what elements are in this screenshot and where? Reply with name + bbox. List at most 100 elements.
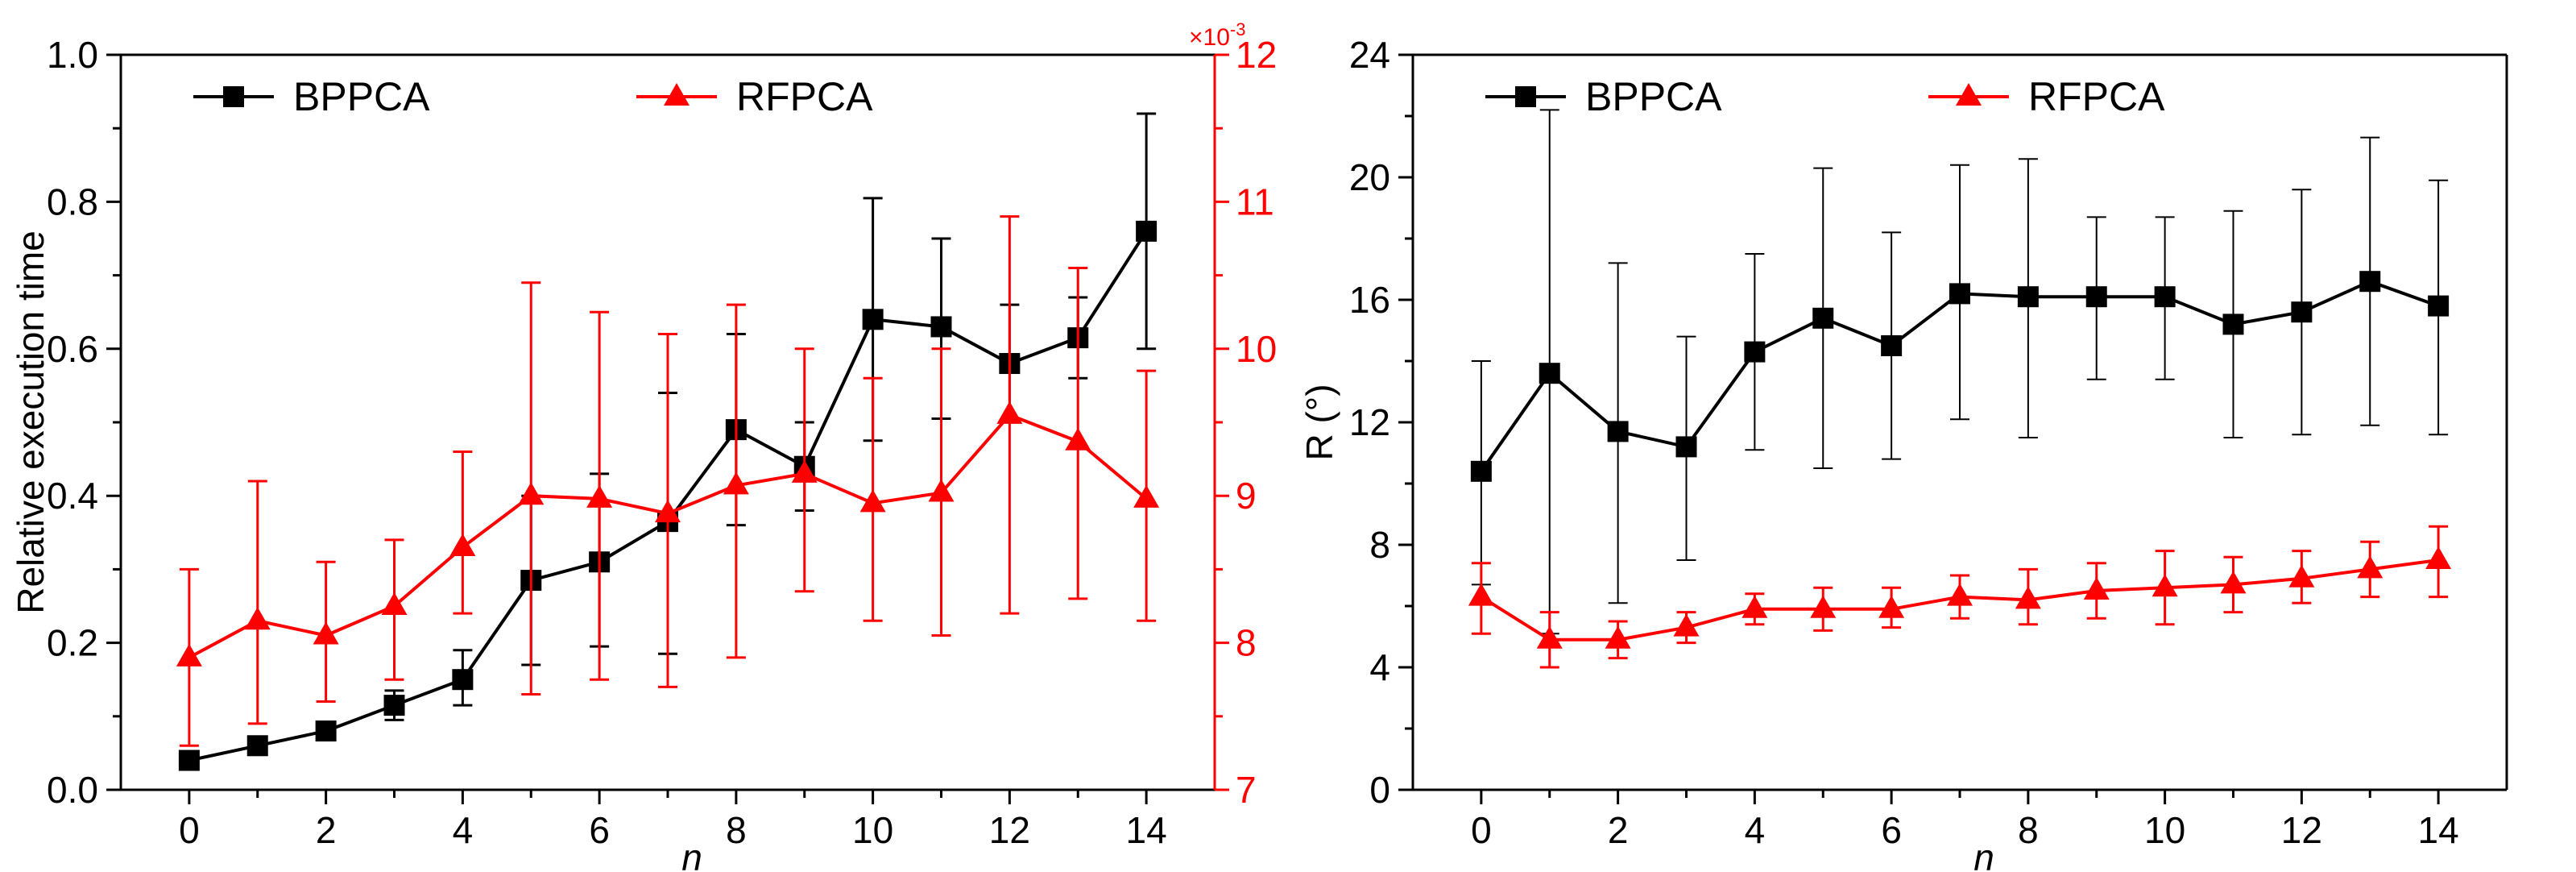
chart2-bppca-point — [2085, 286, 2107, 308]
chart1-rfpca-point — [791, 459, 818, 483]
chart2-rfpca-point — [2015, 586, 2041, 609]
chart2-bppca-point — [1949, 283, 1970, 305]
chart1-bppca-point — [452, 669, 474, 691]
chart2-rfpca-point — [1947, 583, 1973, 606]
chart2-rfpca-point — [2220, 571, 2247, 594]
chart2-bppca-point — [2359, 271, 2381, 293]
chart1-y2-tick-label: 8 — [1236, 622, 1257, 664]
chart2-bppca-point — [2428, 295, 2450, 317]
chart1-y2-tick-label: 12 — [1236, 34, 1277, 76]
chart1-legend-label: RFPCA — [736, 74, 873, 119]
chart1-x-tick-label: 14 — [1126, 809, 1167, 851]
chart2-rfpca-point — [1741, 595, 1768, 618]
chart1-y2-tick-label: 11 — [1236, 181, 1274, 222]
chart2-legend-marker — [1515, 86, 1536, 107]
chart1-rfpca-point — [928, 479, 955, 502]
chart1-rfpca-point — [1133, 484, 1160, 508]
chart1-rfpca-point — [449, 534, 476, 557]
chart2-y-tick-label: 12 — [1349, 401, 1390, 443]
chart1-y-axis-label: Relative execution time — [10, 230, 52, 614]
chart1-y2-multiplier-base: ×10 — [1189, 24, 1230, 51]
chart1-y-tick-label: 0.8 — [47, 181, 98, 222]
chart1-x-tick-label: 4 — [453, 809, 474, 851]
chart2-x-tick-label: 10 — [2144, 809, 2185, 851]
chart2-y-tick-label: 20 — [1349, 156, 1390, 198]
chart1-bppca-point — [930, 316, 952, 338]
chart2-x-tick-label: 6 — [1881, 809, 1902, 851]
chart2-bppca-point — [2017, 286, 2039, 308]
chart2-rfpca-point — [1878, 595, 1905, 618]
chart2-bppca-point — [1675, 436, 1697, 458]
chart1-y-tick-label: 0.4 — [47, 475, 98, 517]
chart1-rfpca-point — [586, 484, 613, 508]
chart2-y-tick-label: 4 — [1369, 646, 1390, 688]
chart1-legend-label: BPPCA — [293, 74, 430, 119]
chart1-rfpca-point — [996, 401, 1023, 424]
chart2-y-tick-label: 0 — [1369, 769, 1390, 811]
chart1-rfpca-point — [655, 500, 681, 523]
chart1-x-tick-label: 6 — [589, 809, 610, 851]
chart2-x-tick-label: 0 — [1471, 809, 1492, 851]
chart1-rfpca-point — [859, 489, 886, 513]
chart2-x-tick-label: 12 — [2281, 809, 2322, 851]
chart2-bppca-point — [2222, 314, 2244, 335]
chart2-y-axis-label: R (°) — [1298, 384, 1340, 460]
chart1-x-tick-label: 2 — [316, 809, 337, 851]
chart2-rfpca-point — [2288, 564, 2315, 588]
chart1-bppca-point — [315, 720, 337, 742]
chart1-bppca-point — [383, 695, 405, 716]
chart1-bppca-point — [1136, 220, 1158, 242]
chart2-x-axis-label: n — [1973, 837, 1994, 872]
chart2-bppca-point — [1607, 421, 1629, 442]
chart1-x-tick-label: 12 — [989, 809, 1030, 851]
chart2-legend-label: BPPCA — [1585, 74, 1722, 119]
chart1-x-axis-label: n — [681, 837, 702, 872]
chart1-rfpca-point — [1065, 427, 1091, 451]
chart2-y-tick-label: 8 — [1369, 524, 1390, 566]
chart2-x-tick-label: 4 — [1745, 809, 1766, 851]
chart1-rfpca-point — [313, 621, 339, 645]
chart2-legend-marker — [1956, 83, 1982, 106]
chart2-rfpca-point — [1468, 583, 1494, 606]
chart2-rfpca-point — [1605, 625, 1631, 649]
chart1-y2-tick-label: 10 — [1236, 328, 1277, 370]
chart1-x-tick-label: 0 — [179, 809, 200, 851]
chart1-bppca-point — [862, 309, 884, 330]
chart1-rfpca-point — [723, 471, 749, 495]
chart1-y-tick-label: 0.2 — [47, 622, 98, 664]
chart1-y-tick-label: 1.0 — [47, 34, 98, 76]
chart1-x-tick-label: 10 — [852, 809, 893, 851]
chart1-legend-marker — [664, 83, 690, 106]
chart1-rfpca-point — [244, 607, 271, 630]
chart2-y-tick-label: 16 — [1349, 279, 1390, 321]
chart1-rfpca-point — [381, 592, 408, 615]
chart2-y-tick-label: 24 — [1349, 34, 1390, 76]
chart2-x-tick-label: 2 — [1608, 809, 1629, 851]
chart1-y2-multiplier: ×10-3 — [1189, 19, 1245, 51]
chart2-rfpca-point — [1810, 595, 1837, 618]
chart1-bppca-point — [246, 735, 268, 757]
chart2-bppca-point — [1470, 460, 1492, 482]
chart2-rfpca-point — [1536, 625, 1563, 649]
chart1-y-tick-label: 0.6 — [47, 328, 98, 370]
chart1-x-tick-label: 8 — [726, 809, 747, 851]
chart1-y2-tick-label: 9 — [1236, 475, 1257, 517]
chart2-rfpca-point — [1673, 613, 1700, 637]
chart2-x-tick-label: 8 — [2018, 809, 2039, 851]
chart2-x-tick-label: 14 — [2418, 809, 2459, 851]
chart2-bppca-point — [1539, 363, 1560, 384]
chart1-bppca-point — [178, 750, 200, 771]
chart2-rfpca-point — [2425, 546, 2452, 569]
chart1-rfpca-point — [176, 643, 202, 666]
chart2-bppca-point — [2154, 286, 2176, 308]
chart1-y2-tick-label: 7 — [1236, 769, 1257, 811]
chart1-rfpca-point — [518, 482, 545, 505]
chart2-bppca-point — [1812, 307, 1834, 329]
chart2-bppca-point — [1881, 335, 1903, 356]
chart1-y2-multiplier-exponent: -3 — [1230, 19, 1246, 39]
chart2-bppca-point — [1744, 341, 1766, 363]
chart1-legend-marker — [223, 86, 244, 107]
chart2-rfpca-point — [2357, 555, 2383, 579]
chart1-y-tick-label: 0.0 — [47, 769, 98, 811]
